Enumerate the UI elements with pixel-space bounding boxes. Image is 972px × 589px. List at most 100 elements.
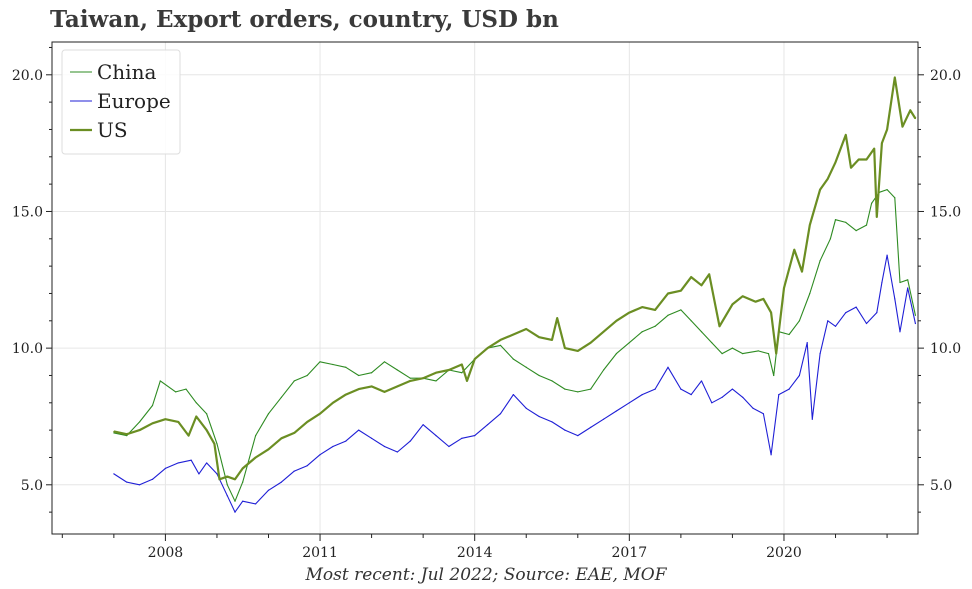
data-point-europe [770, 454, 772, 456]
data-point-china [773, 374, 775, 377]
data-point-us [690, 276, 692, 278]
data-point-europe [461, 437, 463, 439]
data-point-europe [907, 287, 909, 289]
data-point-europe [827, 320, 829, 322]
data-point-china [711, 342, 713, 344]
data-point-europe [711, 402, 713, 404]
data-point-china [742, 353, 744, 355]
data-point-europe [512, 394, 514, 396]
data-point-us [234, 478, 236, 480]
data-point-europe [486, 424, 489, 426]
data-point-europe [525, 407, 527, 409]
data-point-us [819, 189, 821, 191]
data-point-europe [752, 407, 754, 409]
data-point-china [680, 309, 682, 311]
data-point-europe [881, 281, 883, 284]
data-point-europe [819, 353, 821, 355]
data-point-china [195, 402, 197, 404]
data-point-china [577, 391, 579, 393]
data-point-china [894, 197, 896, 199]
data-point-us [894, 76, 896, 79]
x-tick-label: 2008 [148, 545, 184, 561]
data-point-china [788, 333, 790, 336]
data-point-us [901, 126, 904, 128]
data-point-europe [564, 429, 566, 431]
data-point-china [139, 421, 141, 423]
data-point-us [242, 467, 244, 469]
data-point-china [185, 388, 187, 390]
data-point-europe [383, 445, 386, 448]
series-lines [113, 76, 917, 513]
data-point-europe [894, 298, 896, 300]
data-point-europe [742, 396, 744, 398]
data-point-europe [538, 415, 540, 418]
data-point-china [409, 377, 411, 379]
data-point-us [718, 325, 721, 327]
data-point-us [858, 158, 860, 161]
data-point-china [461, 372, 463, 374]
data-point-china [345, 366, 347, 368]
data-point-us [865, 158, 868, 161]
data-point-us [255, 456, 257, 459]
data-point-us [873, 148, 875, 150]
data-point-us [793, 249, 795, 251]
data-point-europe [590, 426, 592, 428]
data-point-china [151, 404, 154, 407]
data-point-china [280, 396, 282, 398]
data-point-china [234, 500, 236, 502]
data-point-us [370, 385, 373, 387]
data-point-europe [721, 396, 723, 398]
data-point-europe [422, 424, 424, 426]
data-point-us [164, 418, 167, 420]
data-point-china [512, 358, 514, 360]
data-point-china [819, 260, 821, 262]
data-point-us [466, 380, 468, 382]
data-point-europe [811, 418, 813, 420]
data-point-us [876, 216, 878, 218]
data-point-europe [267, 489, 270, 491]
data-point-china [564, 388, 566, 390]
data-point-us [641, 306, 643, 308]
data-point-europe [234, 511, 236, 513]
data-point-europe [886, 254, 888, 256]
data-point-us [499, 339, 502, 341]
data-point-china [654, 325, 656, 327]
data-point-us [383, 391, 386, 393]
data-point-china [615, 353, 618, 355]
data-point-europe [778, 394, 780, 396]
data-point-europe [474, 435, 476, 437]
data-point-europe [914, 322, 917, 325]
x-tick-label: 2020 [766, 545, 802, 561]
data-point-us [783, 287, 785, 289]
data-point-us [435, 372, 437, 374]
data-point-europe [615, 410, 618, 412]
data-point-us [177, 421, 179, 423]
data-point-china [628, 342, 630, 344]
data-point-china [641, 331, 643, 333]
data-point-us [886, 128, 888, 131]
data-point-us [525, 328, 527, 330]
data-point-europe [358, 429, 360, 431]
data-point-china [306, 374, 308, 377]
data-point-europe [876, 312, 878, 314]
data-point-us [742, 295, 744, 297]
data-point-us [850, 167, 852, 169]
data-point-china [907, 279, 909, 281]
data-point-europe [834, 325, 837, 327]
data-point-europe [198, 473, 200, 475]
data-point-us [126, 433, 128, 435]
data-point-us [708, 273, 710, 275]
data-point-us [809, 224, 811, 226]
data-point-europe [139, 484, 141, 486]
legend-label-europe: Europe [97, 89, 171, 113]
data-point-europe [190, 459, 192, 461]
data-point-china [267, 413, 270, 415]
data-point-china [551, 380, 553, 382]
data-point-europe [865, 322, 868, 325]
data-point-europe [628, 402, 630, 404]
data-point-china [370, 372, 373, 374]
data-point-europe [577, 435, 579, 437]
data-point-us [881, 142, 883, 144]
data-point-europe [654, 388, 656, 390]
data-point-us [700, 284, 703, 286]
